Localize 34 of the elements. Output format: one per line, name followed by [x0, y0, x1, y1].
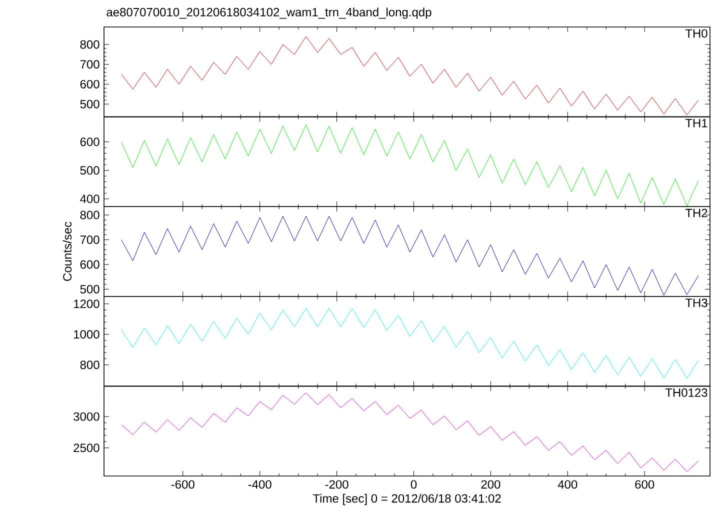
y-axis-title: Counts/sec	[62, 222, 72, 281]
annotation: TH1	[685, 118, 708, 128]
x-tick-label: -600	[171, 480, 194, 489]
y-tick-label: 400	[80, 194, 100, 204]
annotation: TH0123	[665, 388, 708, 397]
line-series	[121, 216, 699, 296]
y-tick-label: 500	[80, 100, 100, 108]
annotation: TH0	[685, 29, 708, 38]
y-tick-label: 500	[80, 284, 100, 294]
x-tick-label: -200	[325, 480, 348, 489]
x-axis-title: Time [sec] 0 = 2012/06/18 03:41:02	[312, 494, 501, 506]
line-series	[121, 308, 699, 379]
x-tick-label: 600	[635, 480, 654, 489]
line-series	[121, 36, 699, 116]
x-tick-label: -400	[248, 480, 272, 489]
annotation: TH3	[685, 298, 708, 308]
y-tick-label: 3000	[74, 412, 100, 421]
y-tick-label: 600	[80, 138, 100, 146]
y-tick-label: 1000	[74, 330, 100, 339]
x-tick-label: 200	[481, 480, 500, 489]
y-tick-label: 600	[80, 260, 100, 269]
x-tick-label: 400	[558, 480, 578, 489]
y-tick-label: 1200	[74, 300, 100, 308]
y-tick-label: 700	[80, 235, 100, 244]
y-tick-label: 800	[80, 360, 100, 370]
y-tick-label: 700	[80, 60, 100, 69]
y-tick-label: 2500	[74, 444, 100, 452]
y-tick-label: 800	[80, 210, 100, 220]
annotation: TH2	[685, 208, 708, 218]
y-tick-label: 500	[80, 166, 100, 175]
y-tick-label: 600	[80, 80, 100, 88]
x-tick-label: 0	[410, 480, 417, 489]
chart-title: ae807070010_20120618034102_wam1_trn_4band_long.qdp	[106, 8, 432, 19]
y-tick-label: 800	[80, 40, 100, 49]
